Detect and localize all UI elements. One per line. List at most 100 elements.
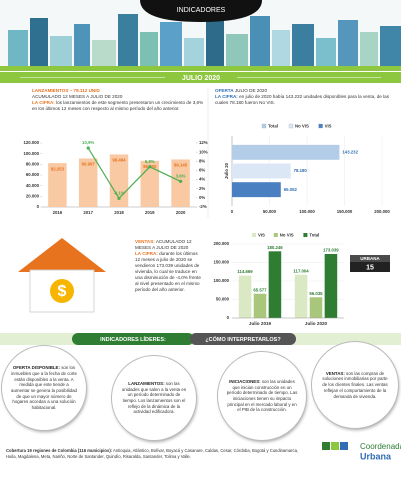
offer-subheading: JULIO DE 2020 [234, 88, 268, 93]
page-title: INDICADORES [177, 7, 226, 14]
building [206, 20, 224, 68]
logo-line1: Coordenada [360, 442, 401, 451]
coin-symbol: $ [58, 283, 67, 300]
sales-paragraph: LA CIFRA: durante los últimos 12 meses a… [135, 251, 203, 293]
y-tick-label: 40.000 [26, 183, 40, 188]
bar-label: 65.577 [253, 287, 267, 292]
offer-title: OFERTA JULIO DE 2020 [215, 88, 391, 94]
bar-label: 82.253 [51, 166, 65, 171]
line [87, 147, 181, 200]
y-tick-label: 80.000 [26, 161, 40, 166]
line-label: 6,8% [145, 159, 155, 164]
y-tick-label: 20.000 [26, 193, 40, 198]
bar-label: 98.484 [112, 158, 126, 163]
bar [171, 159, 190, 207]
legend-label: VIS [258, 232, 265, 237]
bar [253, 293, 267, 318]
sales-subheading: ACUMULADO 12 MESES A JULIO DE 2020 [135, 239, 192, 250]
logo-square [331, 442, 339, 450]
x-tick-label: 2017 [83, 210, 93, 215]
building [338, 20, 358, 68]
y2-tick-label: 4% [199, 177, 205, 182]
leader-circle: LANZAMIENTOS: son las unidades que salen… [112, 356, 196, 440]
building [118, 14, 138, 68]
offer-block: OFERTA JULIO DE 2020 LA CIFRA: en julio … [215, 88, 391, 106]
bar-label: 180.246 [267, 245, 283, 250]
leader-text: son las compras de soluciones inmobiliar… [322, 370, 388, 399]
building [380, 26, 401, 68]
leaders-pill [72, 333, 194, 345]
leaders-question: ¿CÓMO INTERPRETARLOS? [205, 335, 281, 343]
offer-lead: LA CIFRA: [215, 93, 238, 99]
leader-text: son las unidades que salen a la venta en… [121, 380, 187, 415]
y2-tick-label: 2% [199, 186, 205, 191]
y-tick-label: 120.000 [23, 140, 39, 145]
x-tick-label: 200.000 [374, 209, 390, 214]
footer: Cobertura 19 regiones de Colombia (116 m… [6, 448, 306, 459]
building [250, 16, 270, 68]
launches-heading: LANZAMIENTOS – 78.112 UNID [32, 88, 100, 93]
building [292, 24, 314, 68]
leader-term: VENTAS: [325, 370, 345, 376]
launches-block: LANZAMIENTOS – 78.112 UNID ACUMULADO 12 … [32, 88, 204, 112]
y-tick-label: 150.000 [213, 260, 229, 265]
legend-swatch [273, 233, 278, 237]
legend-label: No VIS [280, 232, 294, 237]
bar-label: 90.997 [82, 162, 96, 167]
sales-title: VENTAS: ACUMULADO 12 MESES A JULIO DE 20… [135, 239, 203, 251]
sales-text: durante los últimos 12 meses a julio de … [135, 250, 201, 292]
x-tick-label: 2020 [176, 210, 186, 215]
x-tick-label: Julio 2019 [249, 321, 272, 326]
leader-item: OFERTA DISPONIBLE: son los inmuebles que… [10, 365, 78, 411]
footer-lead: Cobertura 19 regiones de Colombia (116 m… [6, 448, 113, 453]
legend-label: No VIS [295, 123, 309, 128]
offer-text: en julio de 2020 había 143.232 unidades … [215, 93, 390, 105]
y2-tick-label: -2% [199, 204, 207, 209]
leader-item: VENTAS: son las compras de soluciones in… [320, 371, 390, 400]
building [74, 24, 90, 68]
y-tick-label: 0 [37, 204, 40, 209]
line-point [148, 165, 152, 169]
month-band [0, 72, 401, 83]
building [226, 34, 248, 68]
leader-circle: INICIACIONES: son las unidades que inici… [218, 352, 306, 440]
badge-number: 15 [366, 264, 374, 271]
logo-line2: Urbana [360, 451, 392, 461]
leader-text: son las unidades que inician construcció… [226, 378, 298, 413]
legend-swatch [288, 123, 294, 129]
launches-text: los lanzamientos de este segmento presen… [32, 99, 204, 111]
bar [309, 297, 323, 318]
offer-paragraph: LA CIFRA: en julio de 2020 había 143.232… [215, 94, 391, 106]
sales-heading: VENTAS: [135, 239, 155, 244]
month-label: JULIO 2020 [182, 75, 220, 82]
line-point [179, 179, 183, 183]
logo: Coordenada Urbana [322, 442, 401, 461]
y2-tick-label: 8% [199, 158, 205, 163]
building [316, 38, 336, 68]
launches-subheading: ACUMULADO 12 MESES A JULIO DE 2020 [32, 93, 123, 99]
logo-square [322, 442, 330, 450]
logo-square [340, 442, 348, 450]
x-tick-label: 50.000 [263, 209, 277, 214]
legend-label: Total [309, 232, 319, 237]
legend-swatch [252, 233, 256, 237]
x-tick-label: 2019 [145, 210, 155, 215]
x-tick-label: 100.000 [299, 209, 315, 214]
building [92, 40, 116, 68]
building [50, 36, 72, 68]
legend-label: Total [268, 123, 278, 128]
bar [232, 144, 340, 160]
bar-label: 173.039 [323, 248, 339, 253]
bar [48, 163, 67, 207]
question-pill [190, 333, 296, 345]
y-tick-label: Julio 20 [224, 162, 229, 179]
y-tick-label: 100.000 [23, 151, 39, 156]
leader-circle: OFERTA DISPONIBLE: son los inmuebles que… [2, 346, 86, 430]
bar-label: 143.232 [342, 149, 358, 154]
x-tick-label: 2016 [53, 210, 63, 215]
legend-swatch [261, 123, 267, 129]
title-tab [140, 0, 262, 22]
sales-lead: LA CIFRA: [135, 250, 158, 256]
leaders-title: INDICADORES LÍDERES: [100, 335, 166, 343]
